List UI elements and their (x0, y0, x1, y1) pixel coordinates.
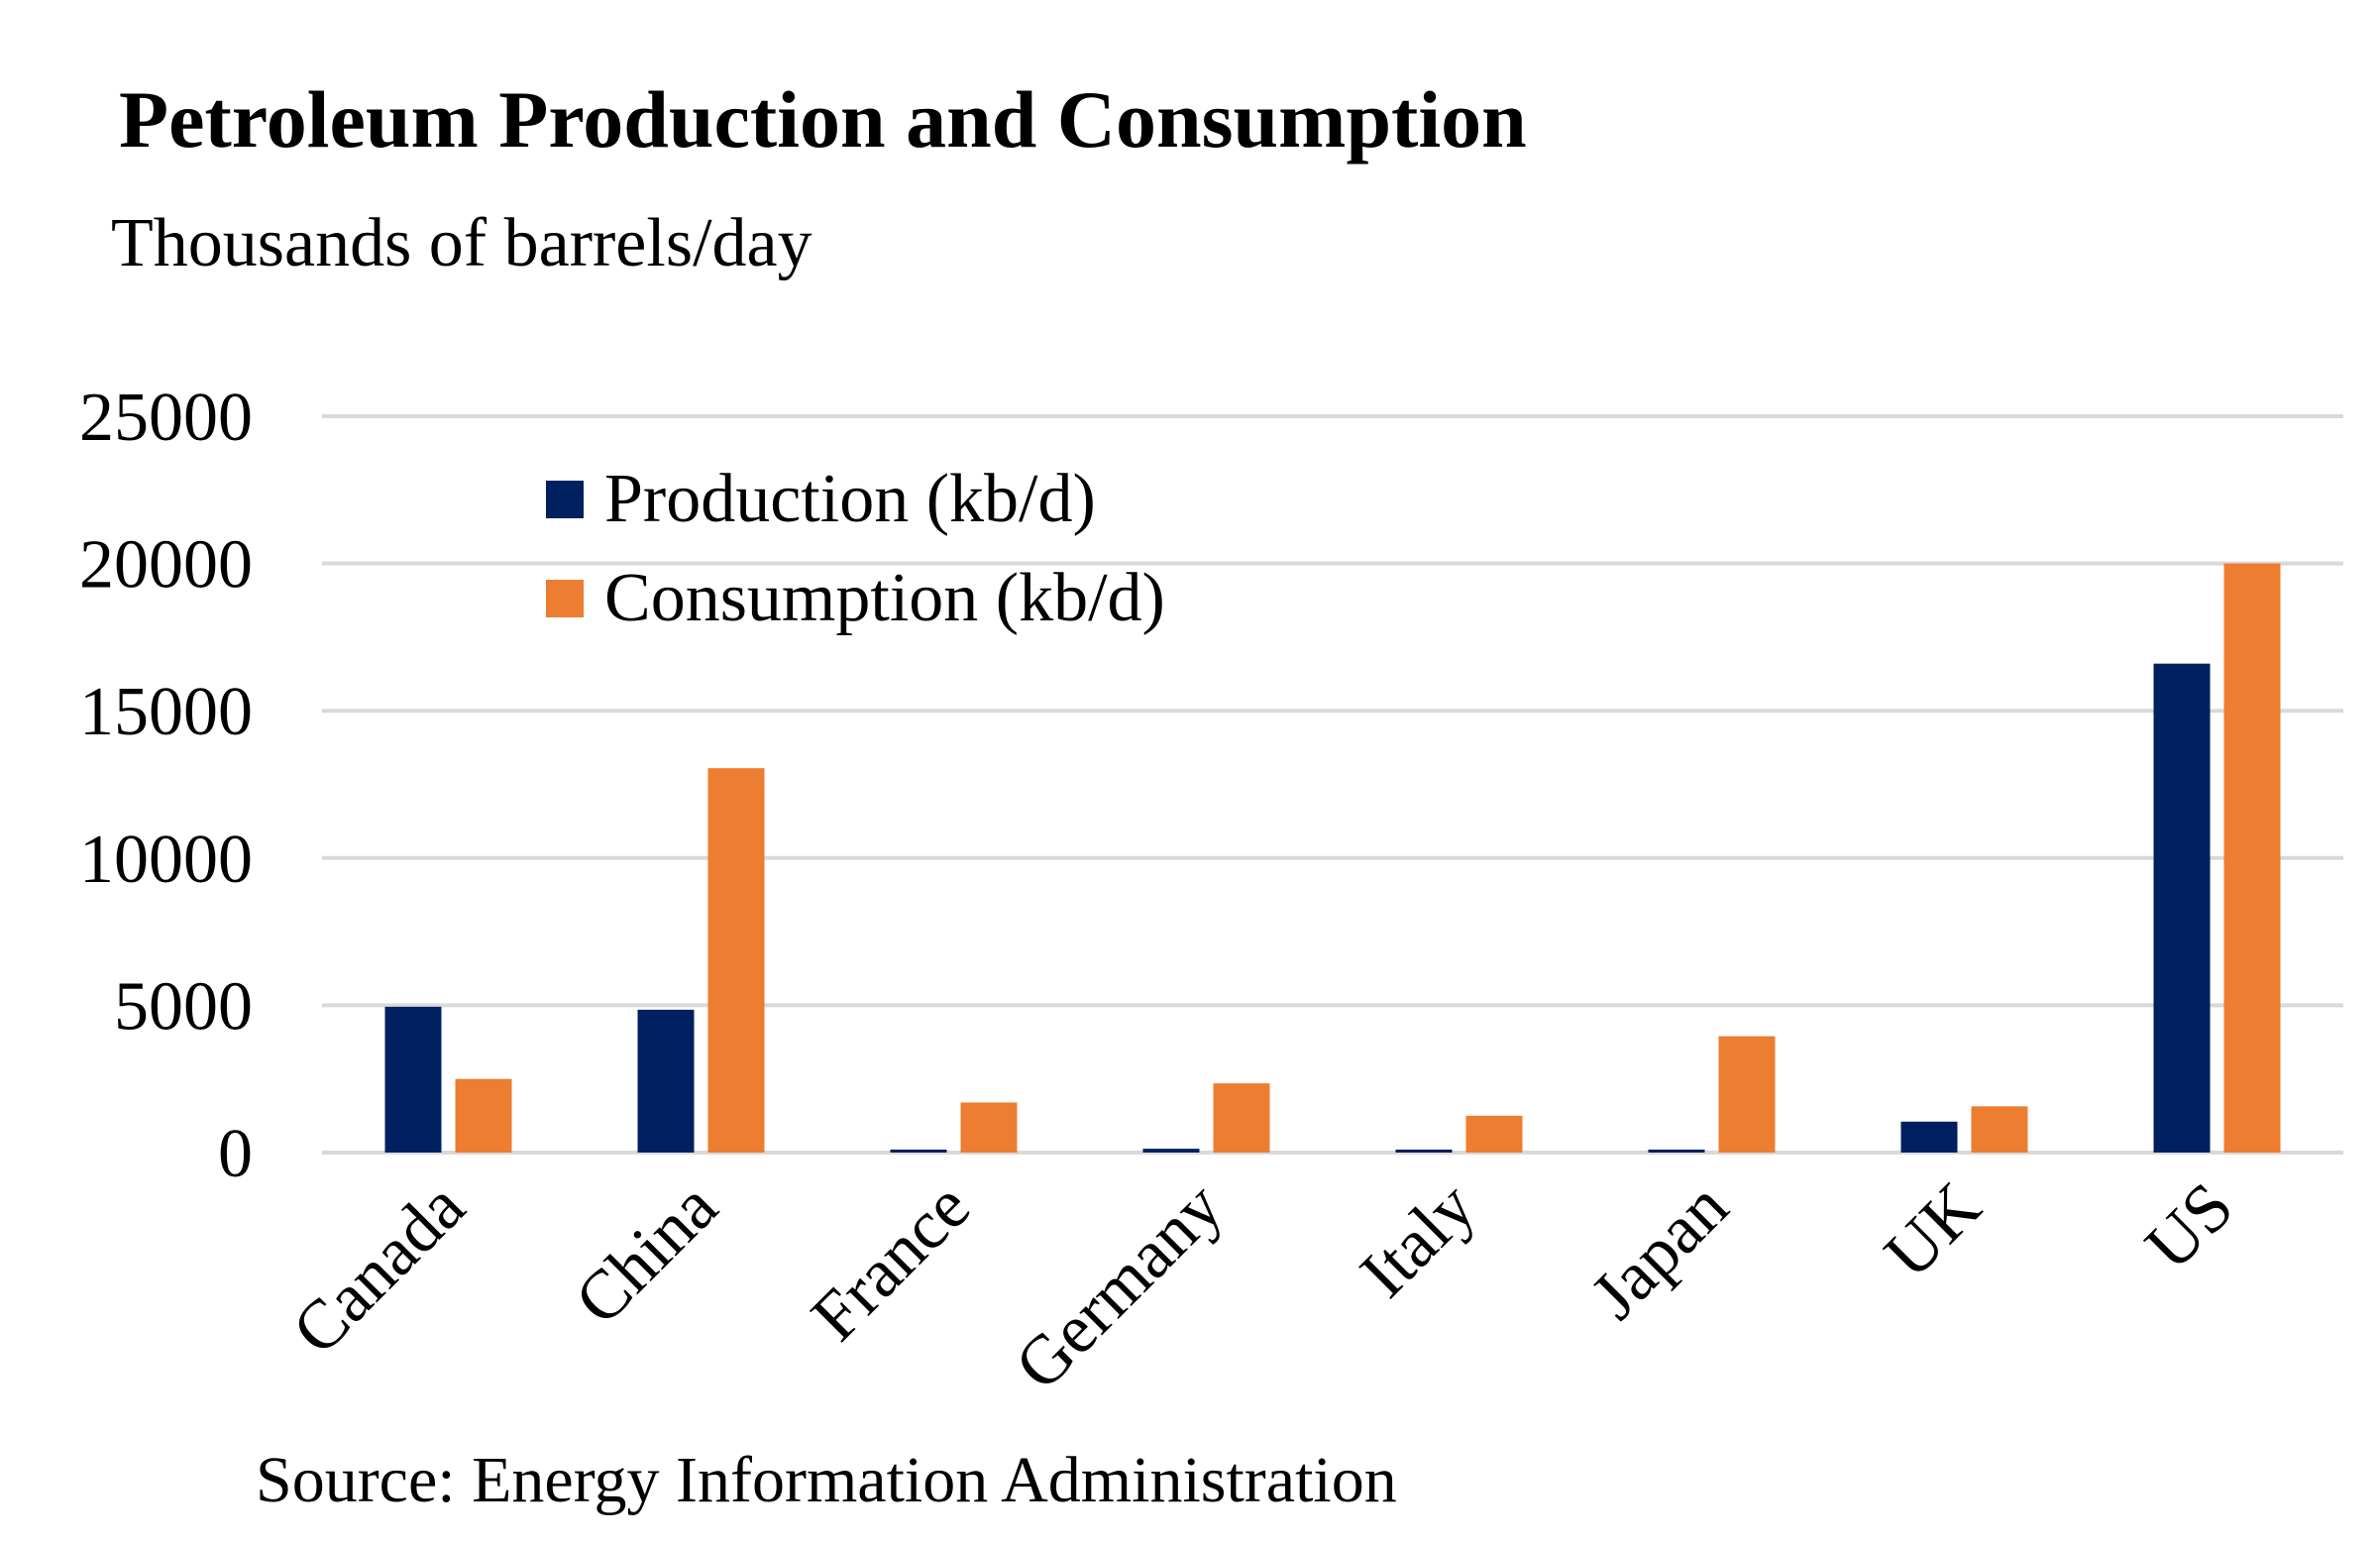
bar-production-germany (1142, 1149, 1200, 1153)
legend-label-production: Production (kb/d) (604, 461, 1096, 537)
x-axis-ticks: Canada China France Germany Italy Japan UK US (278, 1168, 2248, 1405)
bars (384, 563, 2281, 1153)
y-tick-label: 25000 (79, 380, 253, 456)
x-tick-label: France (798, 1168, 985, 1356)
x-tick-label: Italy (1347, 1168, 1490, 1312)
bar-consumption-us (2223, 563, 2281, 1153)
bar-consumption-canada (455, 1078, 512, 1153)
bar-consumption-france (960, 1102, 1018, 1153)
bar-consumption-italy (1465, 1115, 1523, 1153)
y-tick-label: 20000 (79, 527, 253, 604)
y-tick-label: 0 (218, 1116, 253, 1192)
bar-production-us (2153, 663, 2211, 1153)
bar-production-france (890, 1150, 947, 1153)
legend-swatch-production (546, 481, 584, 518)
bar-production-canada (384, 1006, 442, 1153)
bar-production-italy (1395, 1150, 1453, 1153)
x-tick-label: Germany (1001, 1168, 1238, 1405)
y-tick-label: 15000 (79, 674, 253, 750)
y-axis-ticks: 0 5000 10000 15000 20000 25000 (79, 380, 253, 1192)
y-tick-label: 5000 (114, 968, 253, 1045)
bar-consumption-germany (1213, 1083, 1270, 1153)
bar-production-china (637, 1009, 695, 1153)
chart-title: Petroleum Production and Consumption (119, 74, 1527, 165)
bar-consumption-china (707, 768, 765, 1153)
bar-production-japan (1648, 1150, 1705, 1153)
x-tick-label: UK (1871, 1168, 1996, 1293)
x-tick-label: Japan (1577, 1168, 1743, 1334)
source-note: Source: Energy Information Administratio… (256, 1444, 1397, 1516)
legend: Production (kb/d) Consumption (kb/d) (546, 461, 1165, 636)
bar-consumption-japan (1718, 1036, 1776, 1153)
x-tick-label: Canada (278, 1168, 480, 1370)
bar-production-uk (1900, 1121, 1958, 1153)
x-tick-label: US (2131, 1168, 2248, 1285)
legend-swatch-consumption (546, 580, 584, 617)
chart-subtitle: Thousands of barrels/day (111, 205, 812, 281)
x-tick-label: China (561, 1168, 732, 1340)
bar-consumption-uk (1971, 1106, 2028, 1153)
legend-label-consumption: Consumption (kb/d) (604, 560, 1165, 636)
y-tick-label: 10000 (79, 822, 253, 898)
